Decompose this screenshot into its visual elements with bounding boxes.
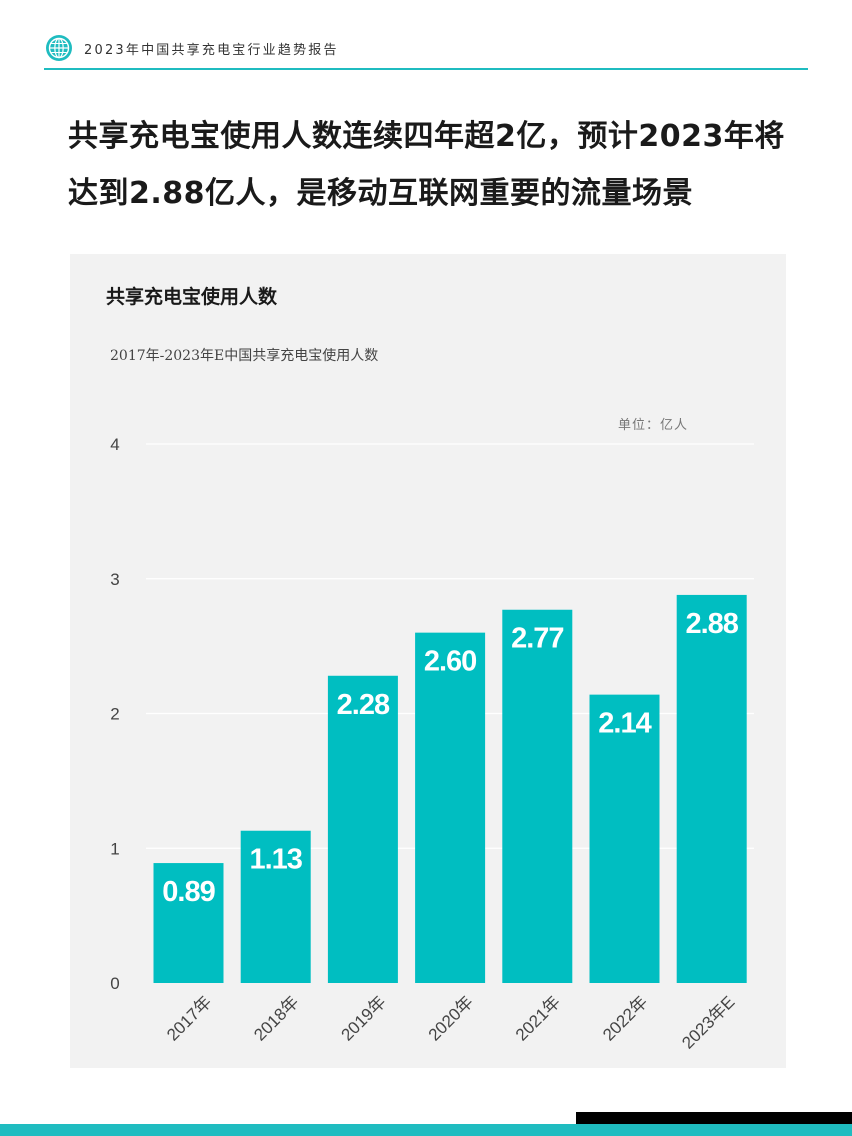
chart-subtitle: 2017年-2023年E中国共享充电宝使用人数: [110, 348, 379, 364]
bar-value-label: 2.60: [424, 646, 476, 678]
bar: [240, 830, 311, 983]
x-category-label: 2018年: [250, 992, 302, 1044]
x-category-label: 2017年: [163, 992, 215, 1044]
y-tick-label: 0: [110, 974, 119, 993]
bar-value-label: 2.28: [337, 689, 390, 721]
y-tick-label: 3: [110, 570, 119, 589]
x-category-label: 2023年E: [678, 992, 738, 1052]
bar-value-label: 1.13: [249, 844, 302, 876]
header-divider: [44, 68, 808, 70]
x-category-label: 2021年: [512, 992, 564, 1044]
y-tick-label: 2: [110, 705, 119, 724]
bar-value-label: 2.14: [598, 708, 651, 740]
bar: [327, 675, 398, 983]
bar: [415, 632, 486, 983]
bar: [589, 694, 660, 983]
chart-unit-label: 单位：亿人: [618, 418, 689, 433]
globe-logo-icon: [46, 35, 72, 61]
bar-value-label: 2.88: [685, 608, 738, 640]
x-category-label: 2019年: [338, 992, 390, 1044]
headline-line-1: 共享充电宝使用人数连续四年超2亿，预计2023年将: [68, 119, 785, 154]
x-category-label: 2020年: [425, 992, 477, 1044]
report-title: 2023年中国共享充电宝行业趋势报告: [84, 43, 339, 58]
bar: [676, 594, 747, 983]
footer-band: [0, 1124, 852, 1136]
x-category-label: 2022年: [599, 992, 651, 1044]
headline-line-2: 达到2.88亿人，是移动互联网重要的流量场景: [68, 176, 694, 211]
bar-value-label: 2.77: [511, 623, 563, 655]
bar-chart: 0 1 2 3 4 0.89 2017年 1.13 2018年 2.28 2019年 2.60 2020…: [110, 435, 754, 1053]
page-headline: 共享充电宝使用人数连续四年超2亿，预计2023年将 达到2.88亿人，是移动互联…: [68, 108, 828, 222]
bar: [502, 609, 573, 983]
bar-value-label: 0.89: [162, 876, 215, 908]
footer-black-block: [576, 1112, 852, 1124]
y-tick-label: 4: [110, 435, 119, 454]
chart-title: 共享充电宝使用人数: [106, 286, 278, 308]
chart-panel: 共享充电宝使用人数 2017年-2023年E中国共享充电宝使用人数 单位：亿人 …: [70, 254, 786, 1068]
report-header: 2023年中国共享充电宝行业趋势报告: [44, 30, 808, 70]
y-tick-label: 1: [110, 839, 119, 858]
bar: [153, 863, 224, 983]
